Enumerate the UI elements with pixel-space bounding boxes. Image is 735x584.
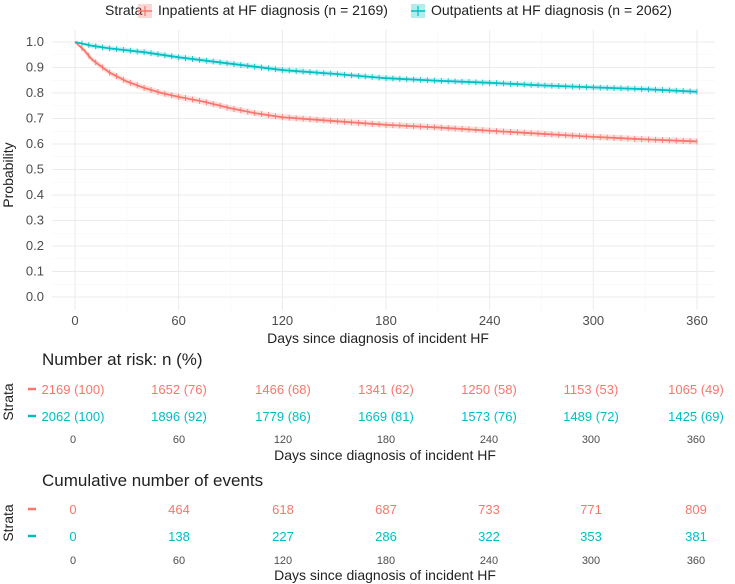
table-x-tick: 0 [70,555,76,567]
table-cell: 0 [69,502,76,517]
table-x-tick: 300 [582,434,600,446]
table-x-tick: 60 [173,434,185,446]
table-cell: 353 [580,529,602,544]
risk-table-strata-label: Strata [0,383,16,421]
table-cell: 2062 (100) [42,409,105,424]
y-tick-label: 0.6 [26,136,44,151]
table-x-tick: 60 [173,555,185,567]
y-tick-label: 0.1 [26,264,44,279]
table-cell: 1896 (92) [151,409,207,424]
table-x-tick: 120 [274,434,292,446]
y-tick-label: 0.0 [26,289,44,304]
table-x-tick: 240 [480,555,498,567]
y-tick-label: 0.4 [26,187,44,202]
table-cell: 2169 (100) [42,382,105,397]
survival-curves [74,40,698,145]
events-table-x-label: Days since diagnosis of incident HF [274,567,496,583]
table-cell: 1779 (86) [255,409,311,424]
table-cell: 618 [272,502,294,517]
table-cell: 227 [272,529,294,544]
y-axis-label: Probability [0,142,16,207]
events-table-cells: 0 464 618 687 733 771 809 0 138 227 286 322 353 381 [69,502,706,544]
table-cell: 1466 (68) [255,382,311,397]
risk-table-cells: 2169 (100) 1652 (76) 1466 (68) 1341 (62) 125… [42,382,724,424]
legend-title: Strata [105,2,143,18]
table-cell: 138 [168,529,190,544]
y-axis-ticks: 0.0 0.1 0.2 0.3 0.4 0.5 0.6 0.7 0.8 0.9 1.0 [26,34,44,304]
table-cell: 1669 (81) [358,409,414,424]
table-cell: 771 [580,502,602,517]
x-axis-label: Days since diagnosis of incident HF [267,330,489,346]
table-x-tick: 360 [687,555,705,567]
table-x-tick: 360 [687,434,705,446]
risk-table: Number at risk: n (%) Strata 2169 (100) 1… [0,350,724,463]
y-tick-label: 0.5 [26,162,44,177]
x-tick-label: 0 [71,313,78,328]
table-cell: 1153 (53) [564,382,619,397]
y-tick-label: 0.8 [26,85,44,100]
table-x-tick: 0 [70,434,76,446]
x-tick-label: 120 [271,313,293,328]
y-tick-label: 0.9 [26,60,44,75]
table-x-tick: 180 [377,434,395,446]
table-x-tick: 240 [480,434,498,446]
risk-table-x-ticks: 0 60 120 180 240 300 360 [70,434,705,446]
x-tick-label: 180 [375,313,397,328]
table-cell: 1065 (49) [668,382,724,397]
y-tick-label: 0.2 [26,238,44,253]
survival-curve-1 [74,41,698,93]
risk-table-x-label: Days since diagnosis of incident HF [274,447,496,463]
survival-curve-0 [74,41,698,143]
events-table-strata-label: Strata [0,504,16,542]
x-axis-ticks: 0 60 120 180 240 300 360 [71,313,707,328]
legend: Strata Inpatients at HF diagnosis (n = 2… [105,2,672,18]
table-cell: 1489 (72) [563,409,619,424]
legend-item-outpatients: Outpatients at HF diagnosis (n = 2062) [411,2,672,18]
x-tick-label: 360 [686,313,708,328]
table-x-tick: 180 [377,555,395,567]
x-tick-label: 240 [479,313,501,328]
table-cell: 1573 (76) [461,409,517,424]
events-table: Cumulative number of events Strata 0 464 6… [0,471,707,583]
table-cell: 286 [375,529,397,544]
table-cell: 1341 (62) [358,382,414,397]
table-cell: 733 [478,502,500,517]
events-table-title: Cumulative number of events [42,471,263,490]
y-tick-label: 0.7 [26,111,44,126]
table-cell: 381 [685,529,707,544]
y-tick-label: 0.3 [26,213,44,228]
y-tick-label: 1.0 [26,34,44,49]
table-cell: 322 [478,529,500,544]
legend-label-outpatients: Outpatients at HF diagnosis (n = 2062) [431,2,672,18]
table-x-tick: 120 [274,555,292,567]
events-table-x-ticks: 0 60 120 180 240 300 360 [70,555,705,567]
risk-table-title: Number at risk: n (%) [42,350,203,369]
x-tick-label: 60 [171,313,185,328]
plot-grid [52,30,715,310]
x-tick-label: 300 [582,313,604,328]
table-cell: 1425 (69) [668,409,724,424]
table-cell: 687 [375,502,397,517]
legend-label-inpatients: Inpatients at HF diagnosis (n = 2169) [158,2,388,18]
table-cell: 0 [69,529,76,544]
table-cell: 1652 (76) [151,382,207,397]
table-cell: 809 [685,502,707,517]
table-cell: 464 [168,502,190,517]
table-cell: 1250 (58) [461,382,517,397]
table-x-tick: 300 [582,555,600,567]
legend-item-inpatients: Inpatients at HF diagnosis (n = 2169) [138,2,388,18]
